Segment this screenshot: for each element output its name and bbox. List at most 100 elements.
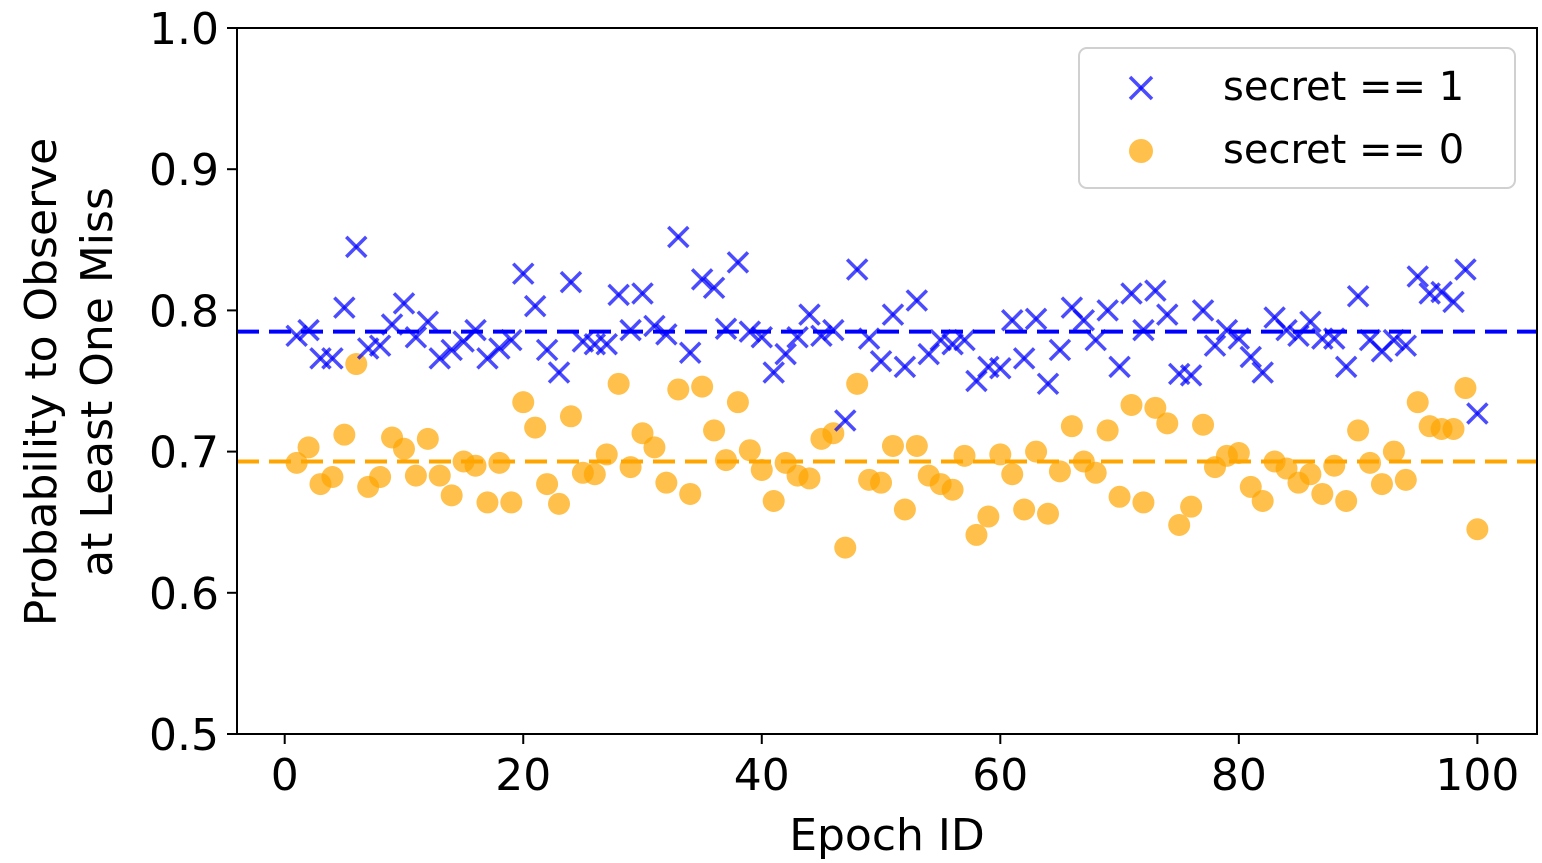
point-secret-1 bbox=[1382, 328, 1406, 352]
point-secret-1 bbox=[333, 296, 356, 319]
point-secret-0 bbox=[1394, 468, 1417, 491]
point-secret-0 bbox=[333, 423, 356, 446]
point-secret-0 bbox=[1084, 461, 1107, 484]
x-axis-label: Epoch ID bbox=[789, 810, 985, 861]
point-secret-1 bbox=[1203, 334, 1227, 357]
point-secret-1 bbox=[1036, 372, 1060, 396]
point-secret-1 bbox=[547, 361, 571, 384]
point-secret-1 bbox=[643, 314, 666, 338]
point-secret-1 bbox=[655, 323, 678, 346]
point-secret-0 bbox=[1192, 413, 1215, 436]
point-secret-1 bbox=[1191, 299, 1215, 322]
point-secret-0 bbox=[834, 536, 857, 559]
y-tick-label: 0.5 bbox=[149, 710, 219, 761]
point-secret-1 bbox=[702, 276, 726, 300]
point-secret-1 bbox=[380, 313, 404, 336]
point-secret-0 bbox=[762, 490, 785, 513]
point-secret-0 bbox=[1359, 451, 1382, 474]
point-secret-0 bbox=[643, 436, 666, 459]
point-secret-0 bbox=[1156, 412, 1179, 435]
point-secret-1 bbox=[1334, 355, 1358, 379]
point-secret-1 bbox=[285, 324, 308, 348]
point-secret-0 bbox=[1347, 419, 1370, 442]
x-axis-ticks: 0 20 40 60 80 100 bbox=[271, 734, 1519, 801]
point-secret-0 bbox=[345, 353, 368, 376]
point-secret-1 bbox=[1108, 355, 1131, 379]
point-secret-1 bbox=[1096, 299, 1119, 322]
point-secret-1 bbox=[1251, 361, 1274, 384]
point-secret-1 bbox=[392, 292, 416, 315]
point-secret-1 bbox=[1466, 402, 1489, 425]
point-secret-1 bbox=[678, 341, 702, 364]
point-secret-0 bbox=[1037, 502, 1060, 525]
point-secret-1 bbox=[345, 235, 368, 259]
legend-marker-secret-1 bbox=[1128, 75, 1154, 101]
point-secret-1 bbox=[845, 258, 869, 281]
point-secret-1 bbox=[1012, 347, 1036, 370]
x-tick-label: 20 bbox=[495, 750, 551, 801]
point-secret-1 bbox=[619, 318, 642, 342]
point-secret-1 bbox=[1227, 327, 1251, 350]
point-secret-0 bbox=[893, 498, 916, 521]
point-secret-0 bbox=[428, 464, 451, 487]
point-secret-1 bbox=[714, 317, 738, 340]
point-secret-0 bbox=[1001, 463, 1024, 486]
point-secret-0 bbox=[798, 467, 821, 490]
point-secret-0 bbox=[1120, 394, 1143, 417]
x-tick-label: 100 bbox=[1435, 750, 1519, 801]
point-secret-1 bbox=[941, 333, 964, 356]
point-secret-1 bbox=[1299, 310, 1322, 333]
point-secret-0 bbox=[1060, 415, 1083, 438]
point-secret-0 bbox=[1454, 377, 1477, 400]
point-secret-1 bbox=[416, 310, 440, 333]
legend-marker-secret-0 bbox=[1129, 139, 1153, 163]
point-secret-0 bbox=[1227, 442, 1250, 465]
point-secret-1 bbox=[1442, 290, 1465, 314]
point-secret-0 bbox=[703, 419, 726, 442]
point-secret-0 bbox=[297, 436, 320, 459]
point-secret-1 bbox=[1048, 338, 1072, 362]
point-secret-1 bbox=[488, 337, 511, 360]
point-secret-0 bbox=[392, 437, 415, 460]
point-secret-1 bbox=[464, 318, 487, 342]
point-secret-0 bbox=[726, 391, 749, 414]
point-secret-1 bbox=[1132, 318, 1155, 342]
y-tick-label: 1.0 bbox=[149, 4, 219, 55]
point-secret-0 bbox=[989, 443, 1012, 466]
point-secret-0 bbox=[1025, 440, 1048, 463]
mean-lines bbox=[237, 329, 1537, 464]
point-secret-1 bbox=[607, 283, 630, 307]
y-axis-ticks: 0.5 0.6 0.7 0.8 0.9 1.0 bbox=[149, 4, 237, 761]
point-secret-1 bbox=[893, 355, 917, 379]
point-secret-1 bbox=[1156, 303, 1179, 326]
point-secret-0 bbox=[488, 451, 511, 474]
point-secret-1 bbox=[631, 282, 654, 305]
data-points bbox=[285, 225, 1489, 559]
point-secret-1 bbox=[905, 289, 929, 312]
y-axis-label-line-1: Probability to Observe bbox=[16, 138, 67, 627]
point-secret-1 bbox=[500, 328, 523, 352]
point-secret-1 bbox=[535, 338, 559, 362]
point-secret-0 bbox=[750, 458, 773, 481]
point-secret-1 bbox=[834, 409, 857, 432]
point-secret-0 bbox=[321, 466, 344, 489]
point-secret-1 bbox=[1120, 282, 1143, 305]
point-secret-1 bbox=[762, 361, 785, 384]
point-secret-0 bbox=[416, 427, 439, 450]
point-secret-1 bbox=[440, 338, 463, 362]
point-secret-1 bbox=[1394, 334, 1418, 357]
point-secret-0 bbox=[1096, 419, 1119, 442]
point-secret-0 bbox=[1370, 473, 1393, 496]
point-secret-0 bbox=[941, 478, 964, 501]
point-secret-1 bbox=[297, 318, 320, 342]
point-secret-0 bbox=[1323, 454, 1346, 477]
point-secret-1 bbox=[1215, 318, 1239, 342]
point-secret-1 bbox=[857, 327, 881, 350]
point-secret-1 bbox=[1406, 265, 1429, 288]
point-secret-0 bbox=[1168, 514, 1191, 537]
point-secret-0 bbox=[1013, 498, 1036, 521]
point-secret-0 bbox=[1048, 460, 1071, 483]
point-secret-1 bbox=[953, 328, 976, 352]
point-secret-0 bbox=[1144, 396, 1167, 419]
